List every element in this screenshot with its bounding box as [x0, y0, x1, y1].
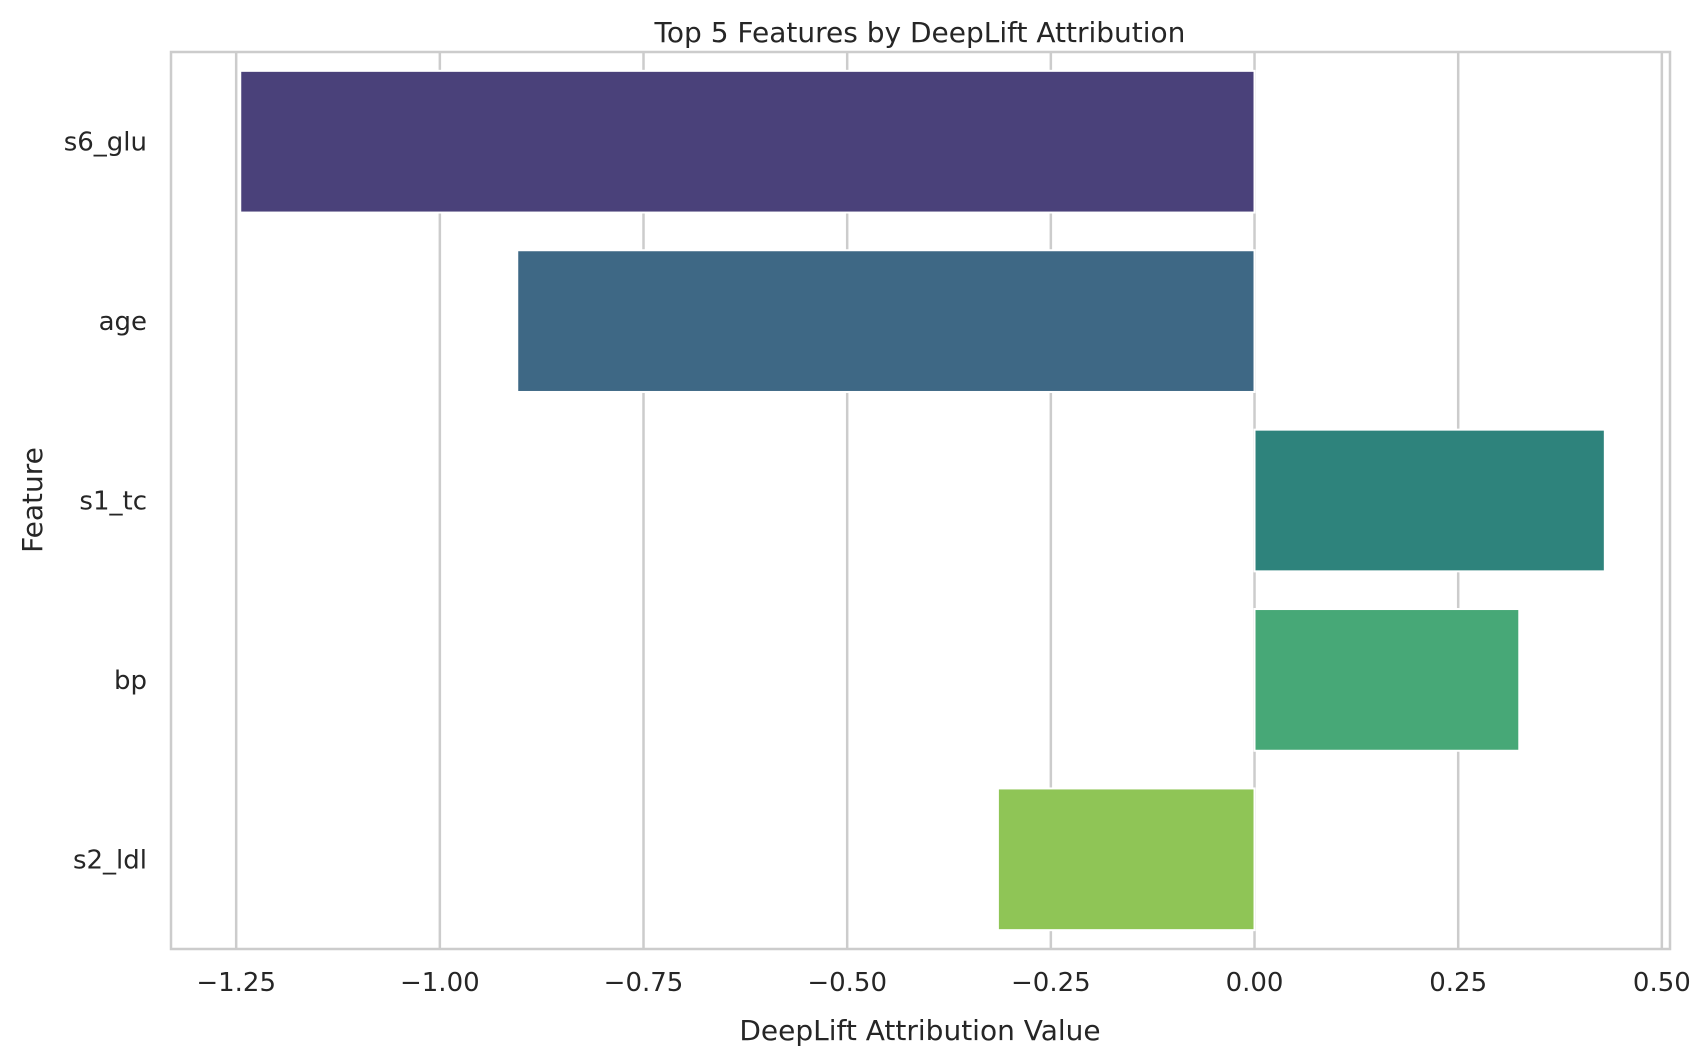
bars — [239, 69, 1606, 932]
y-tick-label: s6_glu — [64, 128, 147, 158]
bar-s6-glu — [239, 69, 1256, 214]
x-tick-labels: −1.25 −1.00 −0.75 −0.50 −0.25 0.00 0.25 0.50 — [196, 968, 1690, 998]
y-axis-title: Feature — [16, 447, 49, 553]
x-tick-label: −1.00 — [400, 968, 480, 998]
bar-bp — [1253, 608, 1521, 752]
chart-title: Top 5 Features by DeepLift Attribution — [654, 16, 1186, 49]
y-tick-label: bp — [114, 666, 147, 696]
bar-age — [516, 249, 1256, 393]
bar-s1-tc — [1253, 428, 1606, 573]
y-tick-label: s2_ldl — [73, 845, 147, 875]
x-tick-label: 0.00 — [1226, 968, 1284, 998]
x-tick-label: 0.25 — [1429, 968, 1487, 998]
plot-frame — [169, 50, 1672, 951]
x-tick-label: 0.50 — [1633, 968, 1691, 998]
x-tick-label: −1.25 — [196, 968, 276, 998]
x-tick-label: −0.50 — [807, 968, 887, 998]
x-tick-label: −0.25 — [1011, 968, 1091, 998]
y-tick-label: age — [99, 307, 147, 337]
bar-s2-ldl — [996, 787, 1256, 932]
x-tick-label: −0.75 — [604, 968, 684, 998]
y-tick-label: s1_tc — [79, 487, 147, 517]
x-axis-title: DeepLift Attribution Value — [739, 1014, 1100, 1047]
